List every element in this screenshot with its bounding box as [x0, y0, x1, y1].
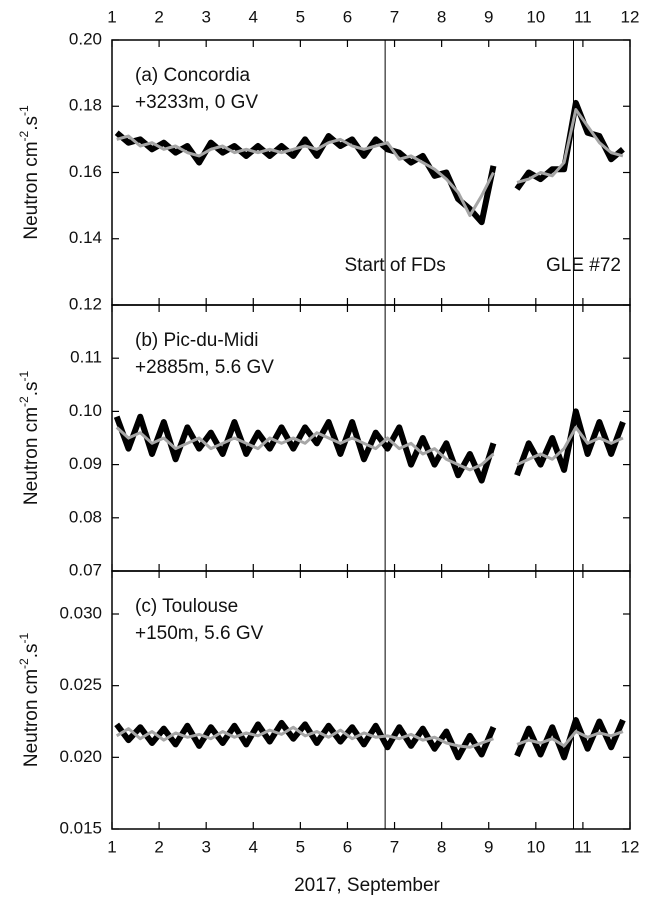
y-tick-label: 0.16 [69, 162, 102, 181]
x-tick-label: 1 [107, 7, 116, 26]
x-tick-label: 6 [343, 837, 352, 856]
y-axis-label: Neutron cm-2.s-1 [17, 105, 42, 240]
y-axis-label-part: .s [21, 382, 42, 397]
y-tick-label: 0.12 [69, 294, 102, 313]
y-tick-label: 0.18 [69, 96, 102, 115]
y-tick-label: 0.14 [69, 228, 102, 247]
y-axis-label-sup: -2 [17, 130, 31, 141]
y-tick-label: 0.025 [59, 675, 102, 694]
x-tick-label: 2 [154, 7, 163, 26]
y-tick-label: 0.030 [59, 603, 102, 622]
data-line [115, 425, 624, 472]
y-tick-label: 0.015 [59, 818, 102, 837]
data-line [115, 725, 624, 749]
y-axis-label: Neutron cm-2.s-1 [17, 371, 42, 506]
x-tick-label: 7 [390, 837, 399, 856]
y-axis-label-part: Neutron cm [21, 407, 42, 505]
x-tick-label: 5 [296, 837, 305, 856]
x-tick-label: 3 [201, 837, 210, 856]
y-tick-label: 0.11 [70, 348, 102, 367]
y-axis-label-sup: -2 [17, 658, 31, 669]
panel-title: (c) Toulouse [135, 596, 238, 617]
x-tick-label: 8 [437, 837, 446, 856]
x-tick-label: 8 [437, 7, 446, 26]
data-line [114, 99, 625, 226]
x-tick-label: 9 [484, 7, 493, 26]
x-tick-label: 4 [249, 837, 258, 856]
y-tick-label: 0.20 [69, 29, 102, 48]
x-tick-label: 4 [249, 7, 258, 26]
data-line [114, 717, 626, 761]
x-tick-label: 6 [343, 7, 352, 26]
panel-title: (a) Concordia [135, 65, 251, 86]
x-tick-label: 2 [154, 837, 163, 856]
y-axis-label-sup: -1 [17, 633, 31, 644]
y-axis-label-part: Neutron cm [21, 669, 42, 767]
x-axis-label: 2017, September [294, 875, 440, 896]
y-tick-label: 0.020 [59, 747, 102, 766]
x-tick-label: 3 [201, 7, 210, 26]
y-tick-label: 0.08 [69, 507, 102, 526]
x-tick-label: 7 [390, 7, 399, 26]
x-tick-label: 5 [296, 7, 305, 26]
x-tick-label: 9 [484, 837, 493, 856]
data-line [116, 108, 624, 218]
x-tick-label: 10 [526, 837, 545, 856]
x-tick-label: 10 [526, 7, 545, 26]
x-tick-label: 11 [574, 837, 592, 856]
y-axis-label: Neutron cm-2.s-1 [17, 633, 42, 768]
y-axis-label-sup: -2 [17, 396, 31, 407]
panel-subtitle: +2885m, 5.6 GV [135, 357, 274, 378]
annotation: Start of FDs [344, 255, 445, 276]
annotation: GLE #72 [546, 255, 621, 276]
y-axis-label-part: Neutron cm [21, 141, 42, 239]
panel-subtitle: +150m, 5.6 GV [135, 623, 264, 644]
x-tick-label: 1 [107, 837, 116, 856]
y-tick-label: 0.09 [69, 454, 102, 473]
y-tick-label: 0.07 [69, 560, 102, 579]
y-axis-label-sup: -1 [17, 105, 31, 116]
y-axis-label-part: .s [21, 116, 42, 131]
panel-title: (b) Pic-du-Midi [135, 330, 259, 351]
panel-subtitle: +3233m, 0 GV [135, 92, 258, 113]
plot-frame [111, 570, 631, 830]
x-tick-label: 12 [621, 7, 640, 26]
y-axis-label-sup: -1 [17, 371, 31, 382]
x-tick-label: 12 [621, 837, 640, 856]
y-axis-label-part: .s [21, 644, 42, 659]
x-tick-label: 11 [574, 7, 592, 26]
y-tick-label: 0.10 [69, 401, 102, 420]
